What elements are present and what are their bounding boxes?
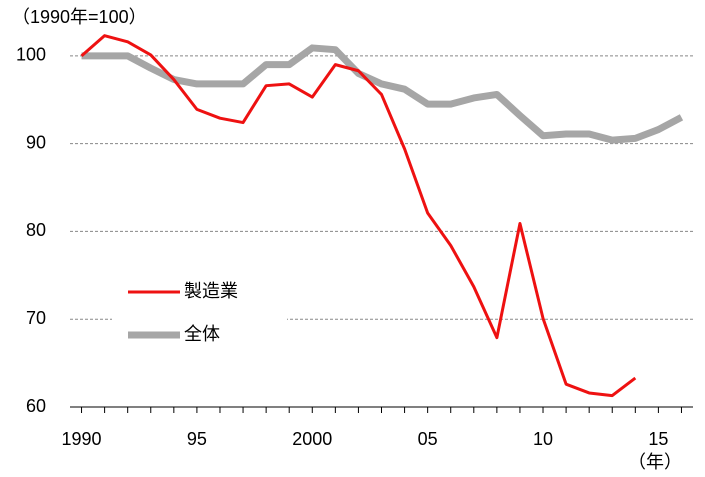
x-tick-label: 95 bbox=[187, 429, 207, 449]
x-tick-label: 10 bbox=[533, 429, 553, 449]
y-tick-label: 70 bbox=[26, 308, 46, 328]
y-tick-label: 90 bbox=[26, 132, 46, 152]
y-tick-label: 80 bbox=[26, 220, 46, 240]
series-line bbox=[80, 34, 637, 398]
x-tick-label: 2000 bbox=[292, 429, 332, 449]
x-tick-label: 05 bbox=[418, 429, 438, 449]
series-line bbox=[81, 44, 684, 144]
x-tick-label: 1990 bbox=[62, 429, 102, 449]
x-tick-label: 15 bbox=[648, 429, 668, 449]
y-unit-label: （1990年=100） bbox=[12, 7, 147, 27]
legend-label: 全体 bbox=[184, 324, 220, 344]
y-tick-label: 60 bbox=[26, 396, 46, 416]
x-unit-label: （年） bbox=[628, 452, 682, 472]
legend-label: 製造業 bbox=[184, 281, 238, 301]
legend-box bbox=[112, 268, 287, 358]
y-tick-label: 100 bbox=[16, 45, 46, 65]
